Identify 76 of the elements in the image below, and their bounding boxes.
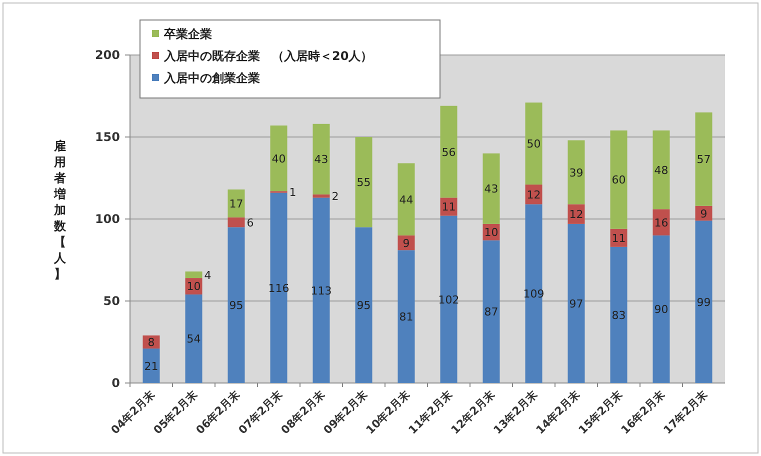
bar [610, 246, 628, 383]
y-tick-label: 150 [94, 130, 120, 144]
data-label: 21 [144, 360, 158, 373]
data-label: 12 [569, 208, 584, 222]
data-label: 9 [402, 236, 410, 250]
data-label: 60 [612, 174, 626, 187]
data-label: 97 [569, 297, 584, 310]
data-label: 10 [484, 226, 498, 240]
data-label: 4 [204, 268, 212, 282]
data-label: 1 [289, 186, 296, 199]
bar [652, 209, 670, 236]
bar [568, 140, 585, 204]
y-tick-label: 100 [94, 212, 120, 226]
bar [610, 130, 628, 229]
bar [270, 192, 288, 383]
data-label: 83 [612, 308, 626, 322]
bar [568, 224, 585, 383]
data-label: 11 [612, 232, 626, 245]
data-label: 81 [399, 310, 414, 324]
data-label: 10 [186, 280, 201, 294]
bar [652, 235, 670, 383]
data-label: 57 [696, 153, 711, 166]
data-label: 54 [186, 332, 201, 346]
bar [312, 198, 330, 383]
bar [398, 250, 415, 383]
data-label: 43 [484, 182, 498, 196]
data-label: 55 [356, 176, 371, 190]
bar [142, 348, 160, 383]
bar [270, 126, 288, 192]
data-label: 8 [148, 336, 155, 349]
bar [695, 220, 712, 383]
bar [525, 102, 542, 185]
bar [398, 163, 415, 236]
bar [652, 130, 670, 210]
bar [482, 153, 500, 224]
data-label: 16 [654, 216, 668, 230]
bar [695, 112, 712, 206]
legend-label: 卒業企業 [163, 27, 212, 41]
bar [312, 124, 330, 194]
data-label: 9 [700, 207, 708, 220]
data-label: 6 [246, 216, 254, 230]
bar [355, 137, 372, 228]
bar [312, 194, 330, 198]
text: 雇用者増加数【人】 [54, 139, 66, 281]
bar [482, 240, 500, 383]
data-label: 95 [229, 299, 244, 312]
bar [185, 271, 202, 278]
data-label: 43 [314, 153, 328, 166]
data-label: 102 [438, 293, 460, 306]
bar [355, 227, 372, 383]
data-label: 50 [526, 138, 541, 151]
y-tick-label: 200 [94, 48, 120, 62]
data-label: 12 [526, 188, 541, 202]
data-label: 87 [484, 306, 498, 319]
y-tick-label: 50 [103, 294, 120, 308]
data-label: 95 [356, 299, 371, 312]
legend-label: 入居中の創業企業 [163, 71, 260, 85]
data-label: 11 [442, 200, 456, 214]
bar [228, 217, 245, 228]
bar [228, 227, 245, 383]
bar [440, 106, 458, 198]
data-label: 90 [654, 303, 668, 316]
data-label: 48 [654, 164, 668, 177]
data-label: 2 [332, 190, 339, 204]
bar [440, 216, 458, 383]
data-label: 44 [399, 193, 414, 206]
data-label: 99 [696, 296, 711, 309]
bar [228, 189, 245, 218]
bar [185, 294, 202, 383]
data-label: 17 [229, 197, 244, 210]
legend-label: 入居中の既存企業 （入居時＜20人） [163, 49, 373, 63]
data-label: 40 [272, 152, 286, 166]
y-tick-label: 0 [112, 376, 120, 390]
data-label: 56 [442, 146, 456, 159]
bar [525, 204, 542, 383]
data-label: 39 [569, 166, 584, 180]
